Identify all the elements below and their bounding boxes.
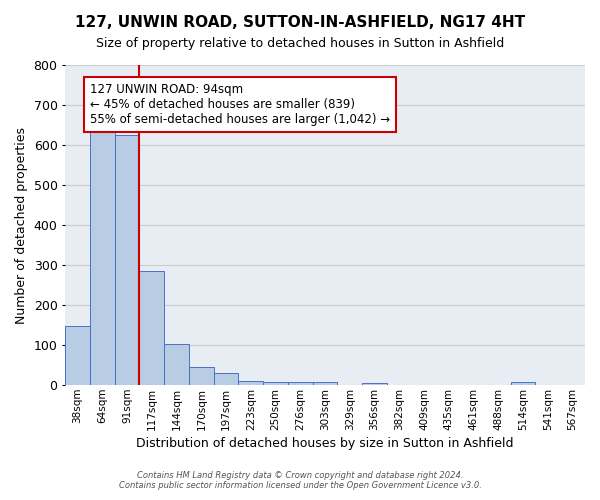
Text: 127 UNWIN ROAD: 94sqm
← 45% of detached houses are smaller (839)
55% of semi-det: 127 UNWIN ROAD: 94sqm ← 45% of detached … [90,83,390,126]
Bar [189,367,214,385]
Bar [313,382,337,385]
Bar [511,382,535,385]
Text: 127, UNWIN ROAD, SUTTON-IN-ASHFIELD, NG17 4HT: 127, UNWIN ROAD, SUTTON-IN-ASHFIELD, NG1… [75,15,525,30]
Bar [288,382,313,385]
Bar [115,134,139,385]
Bar [139,270,164,385]
Y-axis label: Number of detached properties: Number of detached properties [15,126,28,324]
X-axis label: Distribution of detached houses by size in Sutton in Ashfield: Distribution of detached houses by size … [136,437,514,450]
Bar [362,383,387,385]
Bar [65,326,90,385]
Text: Size of property relative to detached houses in Sutton in Ashfield: Size of property relative to detached ho… [96,38,504,51]
Bar [164,344,189,385]
Bar [238,381,263,385]
Bar [263,382,288,385]
Bar [214,373,238,385]
Text: Contains HM Land Registry data © Crown copyright and database right 2024.
Contai: Contains HM Land Registry data © Crown c… [119,470,481,490]
Bar [90,132,115,385]
